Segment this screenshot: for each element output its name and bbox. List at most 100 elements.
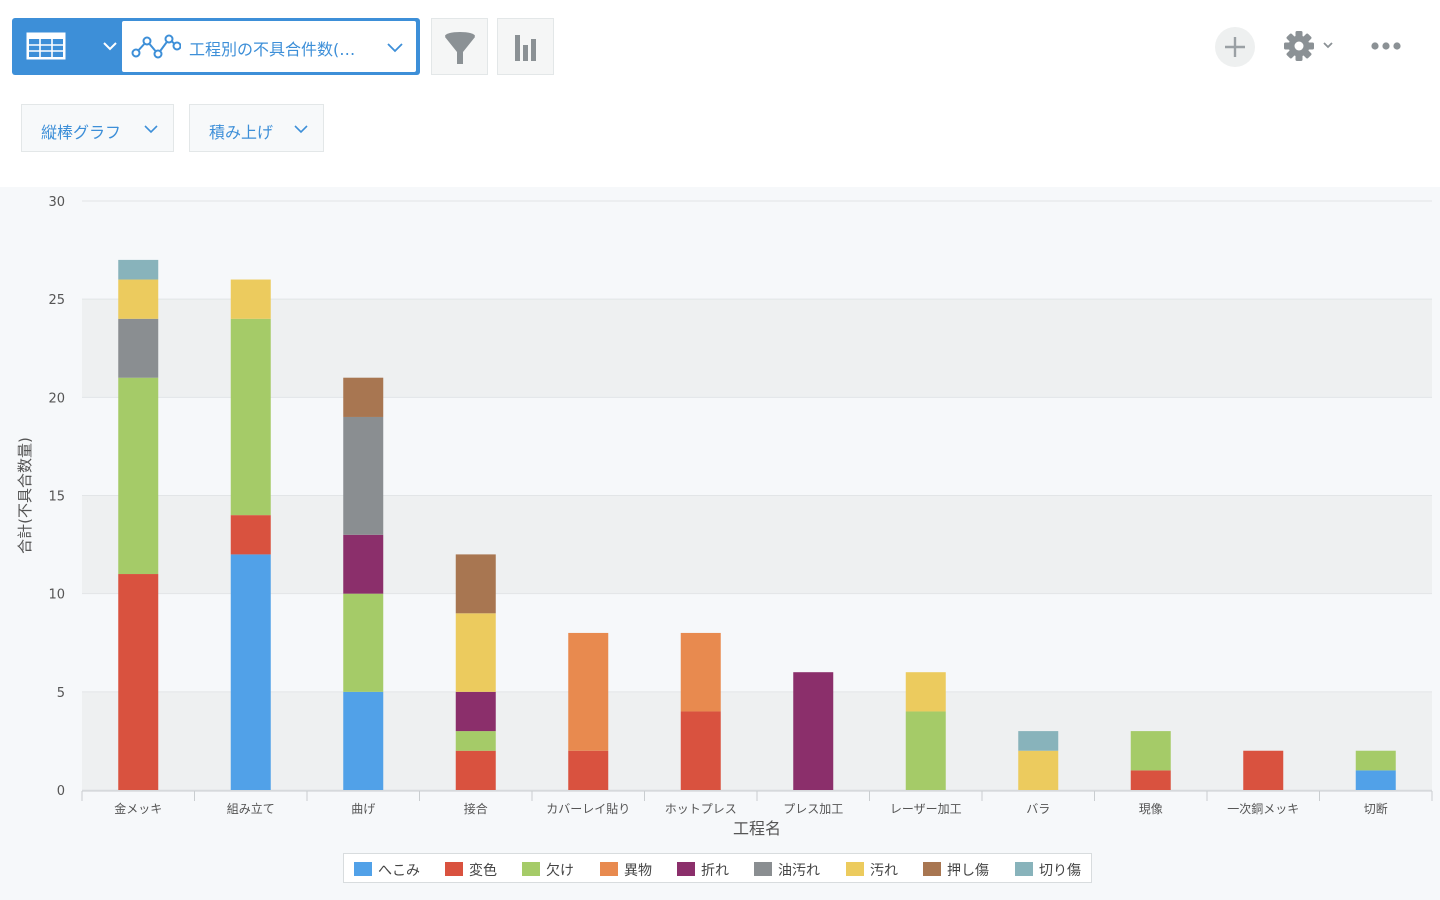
grid-band bbox=[82, 299, 1432, 398]
legend-label: 異物 bbox=[624, 863, 652, 879]
chevron-down-icon[interactable] bbox=[102, 40, 118, 52]
stack-mode-label: 積み上げ bbox=[209, 123, 274, 142]
bar-chart-icon bbox=[515, 35, 536, 61]
bar-segment bbox=[343, 593, 384, 692]
legend-label: 折れ bbox=[701, 863, 729, 879]
y-axis-title: 合計(不具合数量) bbox=[16, 437, 34, 554]
legend-swatch bbox=[600, 862, 618, 876]
chevron-down-icon[interactable] bbox=[386, 40, 404, 54]
table-icon[interactable] bbox=[26, 32, 66, 60]
more-button[interactable] bbox=[1368, 34, 1404, 58]
bar-segment bbox=[1130, 731, 1171, 771]
x-tick-label: カバーレイ貼り bbox=[546, 801, 630, 816]
x-tick-label: 曲げ bbox=[351, 802, 375, 816]
bar-segment bbox=[1243, 750, 1284, 790]
x-tick-label: 切断 bbox=[1364, 801, 1388, 816]
view-name-dropdown[interactable]: 工程別の不具合件数(… bbox=[122, 21, 416, 72]
y-tick-label: 30 bbox=[48, 195, 65, 210]
bar-segment bbox=[680, 632, 721, 712]
bar-segment bbox=[568, 632, 609, 751]
bar-segment bbox=[118, 279, 159, 319]
x-tick-label: 接合 bbox=[464, 801, 488, 816]
bar-segment bbox=[230, 279, 271, 319]
bar-segment bbox=[118, 259, 159, 280]
bar-segment bbox=[1355, 750, 1396, 771]
x-tick-label: 金メッキ bbox=[114, 801, 162, 816]
x-tick-label: ホットプレス bbox=[665, 802, 737, 816]
view-name: 工程別の不具合件数(… bbox=[189, 40, 356, 59]
bar-segment bbox=[230, 318, 271, 516]
x-tick-label: プレス加工 bbox=[783, 802, 843, 816]
bar-segment bbox=[343, 416, 384, 535]
y-tick-label: 0 bbox=[57, 784, 65, 799]
y-tick-label: 5 bbox=[57, 686, 65, 701]
bar-segment bbox=[343, 377, 384, 417]
legend-swatch bbox=[1015, 862, 1033, 876]
legend-swatch bbox=[445, 862, 463, 876]
legend-swatch bbox=[846, 862, 864, 876]
x-tick-label: バラ bbox=[1026, 802, 1050, 816]
bar-segment bbox=[905, 711, 946, 790]
x-axis-title: 工程名 bbox=[733, 819, 781, 838]
legend-label: へこみ bbox=[378, 863, 420, 879]
bar-segment bbox=[1018, 731, 1059, 751]
legend-swatch bbox=[522, 862, 540, 876]
funnel-icon bbox=[445, 32, 475, 64]
bar-segment bbox=[1018, 750, 1059, 790]
legend-swatch bbox=[354, 862, 372, 876]
stacked-bar-chart: 0 5 10 15 20 25 30 金メッキ 組み立て 曲げ 接合 カバーレイ貼り ホットプレス プレス… bbox=[16, 195, 1433, 838]
bar-segment bbox=[118, 318, 159, 378]
bar-segment bbox=[455, 554, 496, 614]
x-tick-label: レーザー加工 bbox=[890, 802, 962, 816]
legend-label: 変色 bbox=[469, 863, 497, 879]
legend-swatch bbox=[677, 862, 695, 876]
x-tick-label: 一次銅メッキ bbox=[1227, 802, 1299, 816]
bar-segment bbox=[455, 691, 496, 732]
bar-segment bbox=[230, 515, 271, 555]
chart-type-dropdown[interactable]: 縦棒グラフ bbox=[21, 104, 174, 152]
bar-segment bbox=[455, 613, 496, 692]
grid-band bbox=[82, 691, 1432, 790]
y-tick-label: 15 bbox=[48, 490, 65, 505]
ellipsis-icon bbox=[1371, 42, 1401, 50]
x-tick-label: 組み立て bbox=[227, 801, 275, 816]
legend-label: 欠け bbox=[546, 863, 574, 879]
add-button[interactable] bbox=[1215, 27, 1255, 67]
bar-segment bbox=[1130, 770, 1171, 790]
legend-label: 押し傷 bbox=[947, 863, 989, 879]
chevron-down-icon bbox=[144, 125, 158, 134]
gear-icon bbox=[1284, 31, 1333, 61]
chart-type-label: 縦棒グラフ bbox=[41, 123, 122, 142]
legend-label: 汚れ bbox=[870, 863, 898, 879]
bar-segment bbox=[793, 672, 834, 790]
bar-segment bbox=[455, 750, 496, 790]
bar-segment bbox=[905, 672, 946, 712]
chevron-down-icon bbox=[294, 125, 308, 134]
y-tick-label: 25 bbox=[48, 293, 65, 308]
chart-legend: へこみ 変色 欠け 異物 折れ 油汚れ 汚れ 押し傷 切り傷 bbox=[343, 853, 1092, 883]
legend-swatch bbox=[923, 862, 941, 876]
stack-mode-dropdown[interactable]: 積み上げ bbox=[189, 104, 324, 152]
x-tick-label: 現像 bbox=[1139, 802, 1163, 816]
legend-label: 油汚れ bbox=[778, 863, 820, 879]
bar-segment bbox=[680, 711, 721, 790]
chart-panel: 0 5 10 15 20 25 30 金メッキ 組み立て 曲げ 接合 カバーレイ貼り ホットプレス プレス… bbox=[0, 187, 1440, 900]
bar-segment bbox=[1355, 770, 1396, 790]
plus-icon bbox=[1225, 37, 1245, 57]
legend-label: 切り傷 bbox=[1039, 863, 1081, 879]
bar-segment bbox=[568, 750, 609, 790]
bar-segment bbox=[118, 574, 159, 790]
bar-segment bbox=[343, 534, 384, 594]
chart-button[interactable] bbox=[497, 18, 554, 75]
y-tick-label: 20 bbox=[48, 391, 65, 406]
line-graph-icon bbox=[131, 34, 181, 59]
view-selector[interactable]: 工程別の不具合件数(… bbox=[12, 18, 420, 75]
bar-segment bbox=[343, 691, 384, 790]
settings-button[interactable] bbox=[1282, 28, 1340, 64]
bar-segment bbox=[455, 731, 496, 751]
grid-band bbox=[82, 495, 1432, 594]
filter-button[interactable] bbox=[431, 18, 488, 75]
legend-swatch bbox=[754, 862, 772, 876]
bar-segment bbox=[118, 377, 159, 575]
